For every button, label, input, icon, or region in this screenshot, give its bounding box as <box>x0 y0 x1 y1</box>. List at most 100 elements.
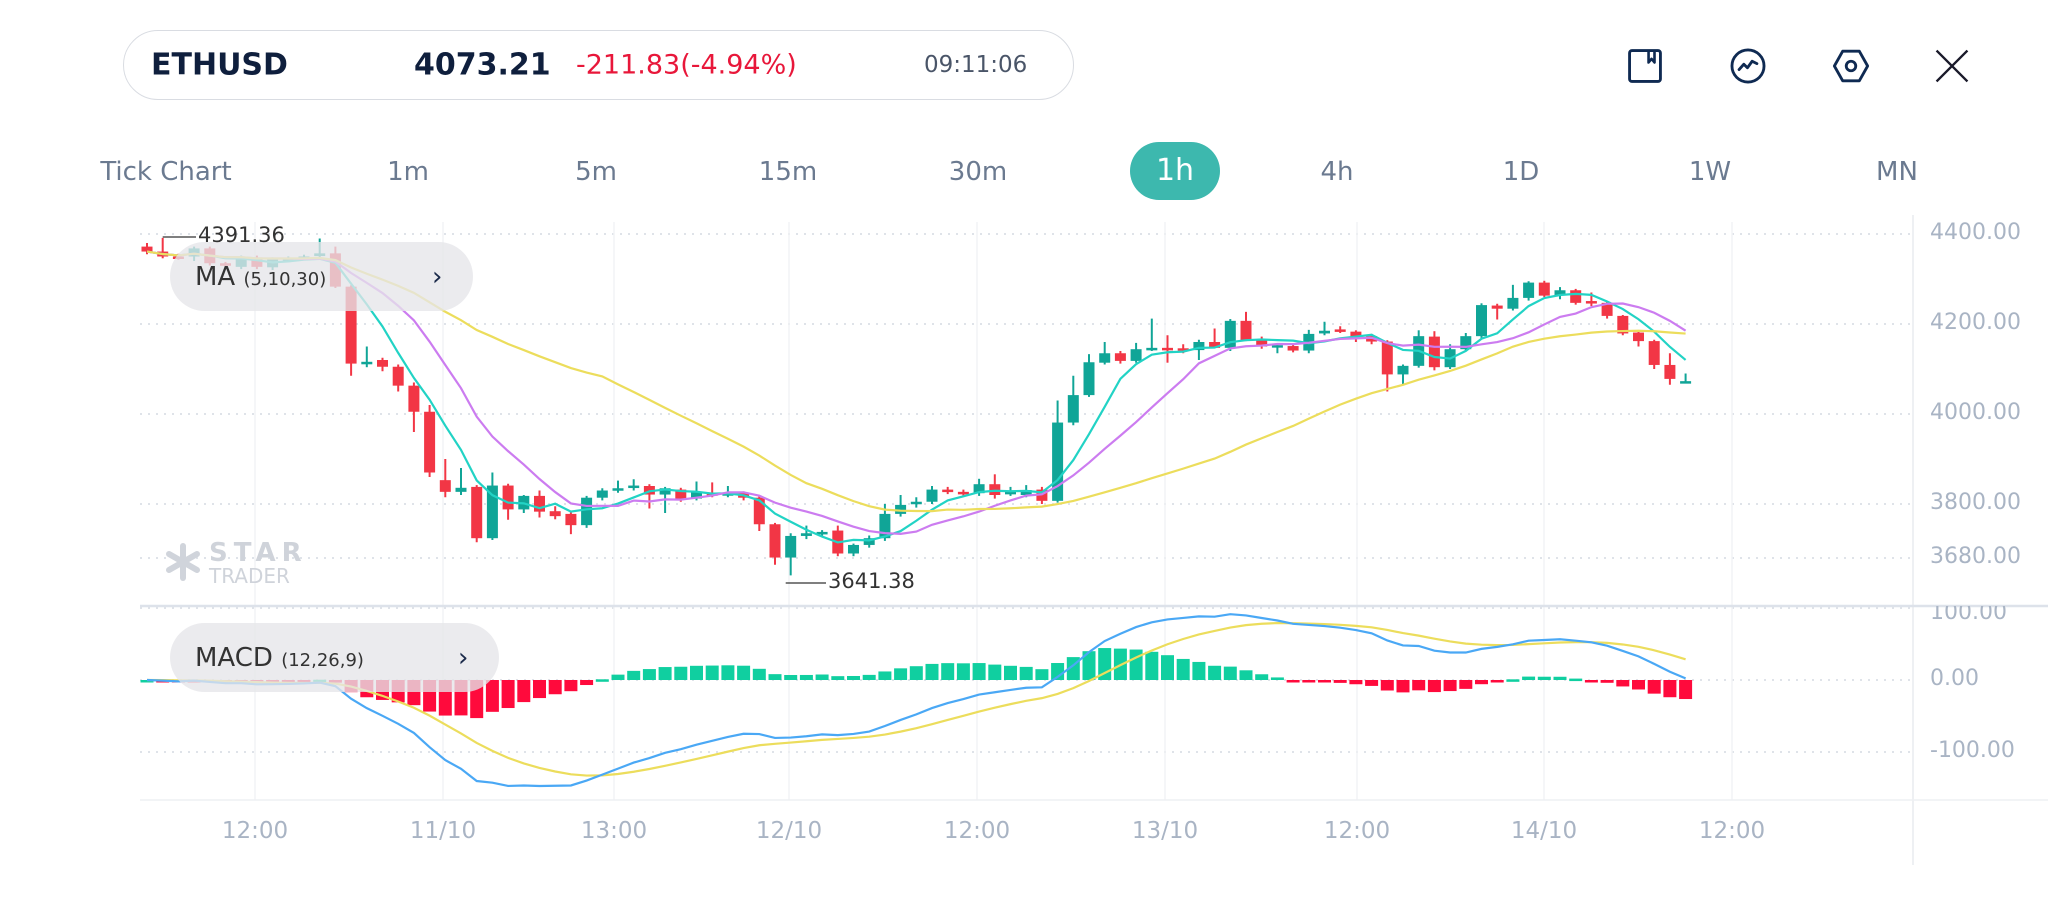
candle-body <box>1162 347 1173 351</box>
ma-name: MA <box>195 261 236 292</box>
time-axis-label: 12/10 <box>755 818 823 844</box>
macd-histogram-bar <box>1522 676 1536 680</box>
macd-histogram-bar <box>768 674 782 680</box>
candle-body <box>1350 331 1362 337</box>
tab-timeframe-15m[interactable]: 15m <box>758 157 818 187</box>
macd-histogram-bar <box>1255 674 1269 680</box>
macd-histogram-bar <box>1176 658 1190 680</box>
macd-histogram-bar <box>737 665 751 680</box>
tab-timeframe-4h[interactable]: 4h <box>1320 157 1354 187</box>
candle-body <box>141 246 153 252</box>
price-axis-label: 3680.00 <box>1930 544 2021 569</box>
candle-body <box>1005 491 1016 495</box>
macd-histogram-bar <box>784 675 798 680</box>
macd-histogram-bar <box>1365 680 1379 686</box>
macd-histogram-bar <box>1145 651 1159 680</box>
tab-timeframe-tick-chart[interactable]: Tick Chart <box>100 157 232 187</box>
macd-histogram-bar <box>972 663 986 680</box>
macd-histogram-bar <box>1035 669 1049 680</box>
macd-params: (12,26,9) <box>281 649 364 671</box>
macd-histogram-bar <box>831 676 845 680</box>
candle-body <box>1271 345 1283 348</box>
candle-body <box>486 485 498 539</box>
high-price-label: 4391.36 <box>198 223 285 247</box>
macd-indicator-pill[interactable]: MACD (12,26,9) › <box>170 623 499 692</box>
tab-timeframe-5m[interactable]: 5m <box>575 157 617 187</box>
candle-body <box>1491 305 1503 309</box>
tab-timeframe-1h[interactable]: 1h <box>1130 142 1220 200</box>
macd-histogram-bar <box>1647 680 1661 694</box>
server-time: 09:11:06 <box>924 52 1028 78</box>
macd-name: MACD <box>195 642 273 673</box>
tab-timeframe-mn[interactable]: MN <box>1876 157 1918 187</box>
candle-body <box>612 488 624 491</box>
candle-body <box>1334 329 1346 332</box>
candle-body <box>800 533 812 536</box>
macd-histogram-bar <box>847 675 860 680</box>
candle-body <box>753 497 765 525</box>
macd-histogram-bar <box>925 663 939 680</box>
ma5-line <box>146 250 1687 544</box>
macd-histogram-bar <box>1192 661 1206 680</box>
price-axis-label: 4000.00 <box>1930 400 2021 425</box>
bookmark-icon[interactable] <box>1626 47 1664 85</box>
candle-body <box>1554 290 1566 296</box>
candle-body <box>1083 362 1095 396</box>
macd-histogram-bar <box>1208 665 1222 680</box>
macd-histogram-bar <box>909 666 923 680</box>
symbol-name: ETHUSD <box>151 47 288 83</box>
candle-body <box>408 385 420 412</box>
candle-body <box>1256 339 1268 347</box>
time-axis-label: 12:00 <box>1323 818 1391 844</box>
candle-body <box>1664 364 1676 379</box>
settings-icon[interactable] <box>1832 47 1870 85</box>
close-icon[interactable] <box>1933 47 1971 85</box>
macd-histogram-bar <box>799 674 813 680</box>
macd-histogram-bar <box>878 671 892 680</box>
candle-body <box>565 513 577 526</box>
candle-body <box>361 361 373 365</box>
macd-histogram-bar <box>1600 680 1614 683</box>
tab-timeframe-1d[interactable]: 1D <box>1502 157 1540 187</box>
candle-body <box>1287 346 1299 351</box>
macd-histogram-bar <box>1161 655 1174 680</box>
candle-body <box>1193 342 1205 351</box>
macd-dea-line <box>146 621 1686 777</box>
candle-body <box>1476 305 1487 337</box>
ma-indicator-pill[interactable]: MA (5,10,30) › <box>170 242 473 311</box>
candle-body <box>424 411 436 473</box>
time-axis-label: 11/10 <box>409 818 477 844</box>
candle-body <box>1020 490 1032 495</box>
tab-timeframe-1w[interactable]: 1W <box>1688 157 1732 187</box>
tab-timeframe-30m[interactable]: 30m <box>948 157 1008 187</box>
macd-axis-label: -100.00 <box>1930 738 2015 763</box>
candle-body <box>471 486 483 539</box>
chevron-right-icon: › <box>458 642 469 673</box>
time-axis-label: 12:00 <box>943 818 1011 844</box>
tab-timeframe-1m[interactable]: 1m <box>387 157 429 187</box>
macd-histogram-bar <box>1318 680 1331 683</box>
macd-histogram-bar <box>1632 680 1645 690</box>
candle-body <box>1680 381 1692 384</box>
candle-body <box>1507 297 1519 309</box>
macd-histogram-bar <box>988 664 1002 680</box>
candle-body <box>1523 282 1535 298</box>
macd-histogram-bar <box>564 680 578 692</box>
macd-histogram-bar <box>548 680 562 695</box>
macd-histogram-bar <box>894 668 908 680</box>
indicator-icon[interactable] <box>1729 47 1767 85</box>
candle-body <box>691 491 702 499</box>
macd-histogram-bar <box>627 670 641 680</box>
candle-body <box>895 504 907 514</box>
candle-body <box>1648 341 1660 365</box>
macd-histogram-bar <box>1490 680 1504 683</box>
macd-histogram-bar <box>1333 680 1347 683</box>
candle-body <box>392 366 404 386</box>
candle-body <box>439 480 451 492</box>
macd-dif-line <box>146 613 1687 788</box>
candle-body <box>1617 315 1629 334</box>
price-axis-label: 3800.00 <box>1930 490 2021 515</box>
symbol-header[interactable]: ETHUSD 4073.21 -211.83(-4.94%) 09:11:06 <box>123 30 1074 100</box>
candle-body <box>910 501 922 505</box>
